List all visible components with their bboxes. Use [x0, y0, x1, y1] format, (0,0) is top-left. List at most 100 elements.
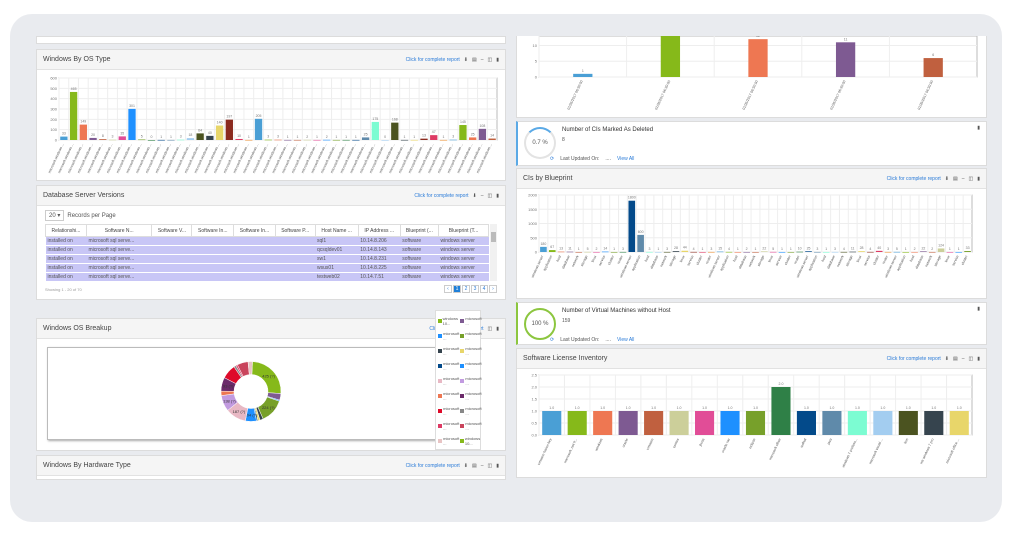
delete-icon[interactable]: ▮ [977, 125, 980, 131]
bar[interactable] [118, 136, 126, 140]
complete-report-link[interactable]: Click for complete report [886, 355, 941, 362]
bar[interactable] [690, 251, 697, 253]
bar[interactable] [805, 251, 812, 252]
donut-slice[interactable] [247, 361, 253, 375]
bar[interactable] [410, 139, 418, 141]
bar[interactable] [557, 251, 565, 253]
bar[interactable] [371, 121, 379, 140]
download-icon[interactable]: ⬇ [472, 192, 477, 199]
page-3[interactable]: 3 [471, 285, 479, 293]
bar[interactable] [99, 139, 107, 140]
bar[interactable] [332, 139, 341, 141]
bar[interactable] [138, 139, 146, 141]
bar[interactable] [725, 251, 733, 253]
bar[interactable] [663, 251, 671, 253]
bar[interactable] [937, 248, 945, 252]
table-row[interactable]: installed on microsoft sql serve... wsus01… [45, 263, 489, 273]
table-row[interactable]: installed on microsoft sql serve... qcsqld… [45, 245, 489, 255]
bar[interactable] [699, 251, 706, 253]
bar[interactable] [769, 251, 777, 253]
legend-item[interactable]: microsoft ... [460, 358, 482, 373]
bar[interactable] [167, 139, 175, 141]
bar[interactable] [928, 251, 936, 253]
bar[interactable] [610, 251, 618, 253]
bar[interactable] [840, 251, 848, 253]
bar[interactable] [264, 139, 272, 141]
bar[interactable] [787, 251, 795, 253]
bar[interactable] [593, 411, 613, 435]
column-header[interactable]: Software N... [85, 224, 153, 237]
bar[interactable] [352, 139, 360, 141]
bar[interactable] [449, 139, 457, 141]
minimize-icon[interactable]: – [480, 462, 484, 469]
bar[interactable] [293, 139, 302, 141]
bar[interactable] [884, 251, 892, 253]
bar[interactable] [323, 139, 331, 141]
bar[interactable] [235, 138, 243, 140]
bar[interactable] [637, 234, 644, 252]
bar[interactable] [79, 124, 87, 140]
bar[interactable] [303, 139, 311, 141]
bar[interactable] [284, 139, 292, 141]
bar[interactable] [873, 411, 893, 435]
bar[interactable] [108, 139, 117, 141]
legend-item[interactable]: microsoft ... [438, 388, 460, 403]
bar[interactable] [734, 251, 742, 253]
minimize-icon[interactable]: – [480, 192, 484, 199]
bar[interactable] [796, 411, 816, 435]
delete-icon[interactable]: ▮ [496, 56, 499, 63]
page-4[interactable]: 4 [480, 285, 488, 293]
download-icon[interactable]: ⬇ [944, 355, 949, 362]
bar[interactable] [542, 411, 562, 435]
bar[interactable] [215, 125, 224, 140]
table-row[interactable]: installed on microsoft sql serve... sw1 10.… [45, 254, 489, 264]
bar[interactable] [681, 250, 689, 252]
bar[interactable] [831, 251, 839, 253]
print-icon[interactable]: ▤ [952, 355, 958, 362]
delete-icon[interactable]: ▮ [496, 462, 499, 469]
bar[interactable] [469, 137, 477, 140]
legend-item[interactable]: microsoft ... [438, 433, 460, 448]
bar[interactable] [911, 251, 918, 253]
bar[interactable] [381, 140, 389, 141]
print-icon[interactable]: ▤ [952, 175, 958, 182]
bar[interactable] [822, 251, 830, 253]
legend-item[interactable]: microsoft ... [438, 403, 460, 418]
minimize-icon[interactable]: – [961, 355, 965, 362]
bar[interactable] [946, 251, 954, 253]
column-header[interactable]: IP Address ... [357, 224, 401, 237]
expand-icon[interactable]: ◫ [487, 325, 493, 332]
legend-item[interactable]: microsoft ... [438, 373, 460, 388]
expand-icon[interactable]: ◫ [968, 355, 974, 362]
bar[interactable] [858, 251, 865, 252]
bar[interactable] [567, 411, 587, 435]
records-per-page-select[interactable]: 20 ▾ [45, 210, 65, 221]
bar[interactable] [778, 251, 786, 253]
legend-item[interactable]: microsoft ... [460, 403, 482, 418]
bar[interactable] [955, 251, 963, 253]
expand-icon[interactable]: ◫ [487, 462, 493, 469]
bar[interactable] [752, 251, 759, 253]
bar[interactable] [313, 139, 321, 141]
bar[interactable] [60, 136, 68, 140]
page-2[interactable]: 2 [462, 285, 470, 293]
refresh-icon[interactable]: ⟳ [550, 337, 555, 343]
view-all-link[interactable]: View All [616, 337, 635, 343]
legend-item[interactable]: microsoft ... [460, 343, 482, 358]
bar[interactable] [206, 135, 214, 140]
column-header[interactable]: Blueprint (... [399, 224, 440, 237]
bar[interactable] [644, 411, 664, 435]
bar[interactable] [177, 139, 185, 141]
bar[interactable] [391, 122, 399, 140]
legend-item[interactable]: microsoft ... [460, 418, 482, 433]
bar[interactable] [618, 411, 638, 435]
next-page-button[interactable]: › [489, 285, 497, 293]
delete-icon[interactable]: ▮ [977, 355, 980, 362]
bar[interactable] [584, 251, 591, 253]
bar[interactable] [654, 251, 662, 253]
table-scrollbar[interactable] [490, 224, 497, 281]
column-header[interactable]: Software V... [151, 224, 193, 237]
expand-icon[interactable]: ◫ [487, 56, 493, 63]
download-icon[interactable]: ⬇ [463, 56, 468, 63]
bar[interactable] [186, 138, 195, 140]
